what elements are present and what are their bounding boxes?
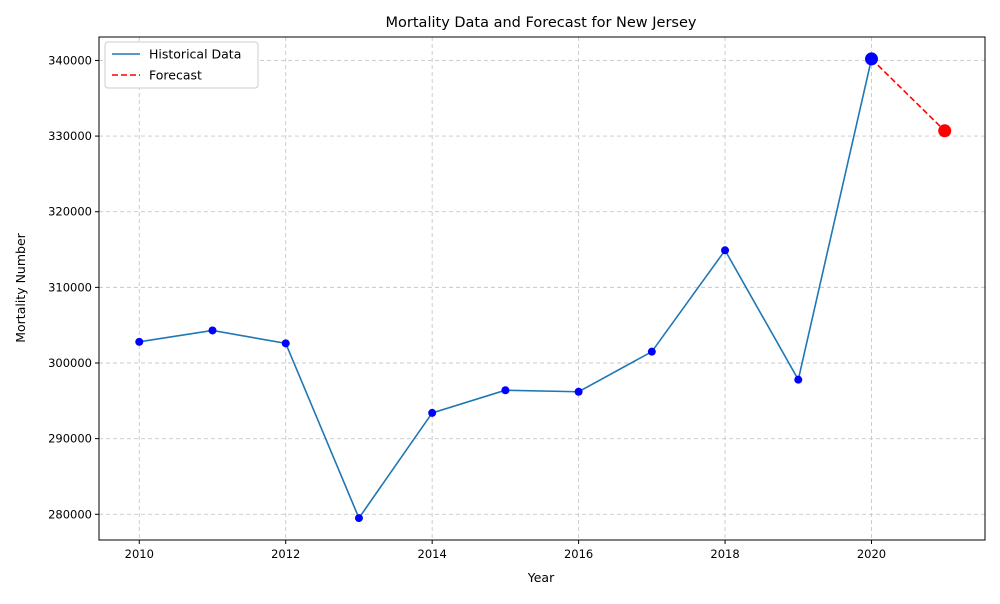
historical-data-point [647,347,656,356]
historical-data-point [281,339,290,348]
x-tick-label: 2018 [710,547,739,561]
historical-data-point [501,386,510,395]
historical-data-point [794,375,803,384]
x-tick-label: 2010 [125,547,154,561]
x-tick-label: 2014 [418,547,447,561]
legend: Historical Data Forecast [104,41,259,89]
plot-area [99,37,985,540]
historical-data-point [574,387,583,396]
plot-frame [98,36,986,541]
historical-data-point [428,408,437,417]
y-tick-label: 340000 [48,53,92,67]
chart-title: Mortality Data and Forecast for New Jers… [386,15,697,31]
historical-data-point [354,514,363,523]
historical-data-point [208,326,217,335]
y-tick-label: 330000 [48,129,92,143]
forecast-line [870,58,946,132]
legend-label-historical: Historical Data [149,47,241,62]
data-points [135,52,952,523]
historical-data-point [135,337,144,346]
legend-box [104,41,259,89]
y-tick-label: 280000 [48,507,92,521]
x-axis-label: Year [527,570,555,585]
x-tick-label: 2012 [271,547,300,561]
x-tick-label: 2016 [564,547,593,561]
y-tick-label: 320000 [48,205,92,219]
y-tick-label: 310000 [48,280,92,294]
y-axis-label: Mortality Number [13,232,28,342]
legend-label-forecast: Forecast [149,68,202,83]
y-tick-label: 300000 [48,356,92,370]
latest-historical-point [865,52,879,66]
historical-data-point [721,246,730,255]
axis-ticks: 2010 2012 2014 2016 2018 2020 280000 290000 3000… [48,53,886,561]
forecast-point [938,124,952,138]
y-tick-label: 290000 [48,432,92,446]
x-tick-label: 2020 [857,547,886,561]
